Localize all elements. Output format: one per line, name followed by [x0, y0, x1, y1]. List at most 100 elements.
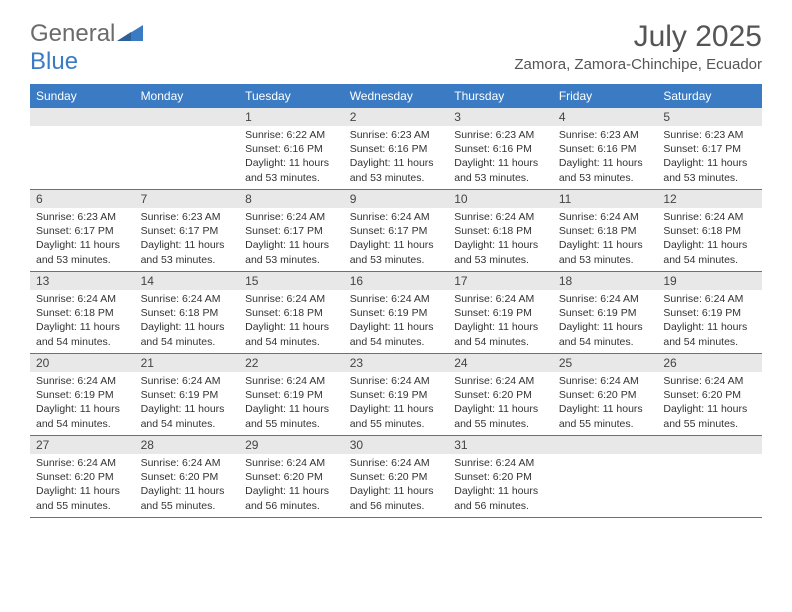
day-detail: Sunrise: 6:23 AMSunset: 6:16 PMDaylight:…	[344, 126, 449, 189]
day-detail: Sunrise: 6:24 AMSunset: 6:18 PMDaylight:…	[135, 290, 240, 353]
day-dl2: and 53 minutes.	[350, 171, 443, 185]
day-number: 29	[239, 436, 344, 454]
calendar-cell: 9Sunrise: 6:24 AMSunset: 6:17 PMDaylight…	[344, 190, 449, 272]
calendar-cell	[30, 108, 135, 190]
day-dl2: and 54 minutes.	[36, 417, 129, 431]
day-detail: Sunrise: 6:23 AMSunset: 6:16 PMDaylight:…	[448, 126, 553, 189]
day-dl1: Daylight: 11 hours	[454, 484, 547, 498]
day-sunrise: Sunrise: 6:23 AM	[36, 210, 129, 224]
day-number: 22	[239, 354, 344, 372]
day-dl1: Daylight: 11 hours	[36, 484, 129, 498]
day-sunrise: Sunrise: 6:24 AM	[350, 374, 443, 388]
calendar-cell: 23Sunrise: 6:24 AMSunset: 6:19 PMDayligh…	[344, 354, 449, 436]
calendar-week-row: 27Sunrise: 6:24 AMSunset: 6:20 PMDayligh…	[30, 436, 762, 518]
day-sunset: Sunset: 6:19 PM	[350, 306, 443, 320]
day-dl1: Daylight: 11 hours	[36, 238, 129, 252]
day-dl2: and 53 minutes.	[141, 253, 234, 267]
title-block: July 2025 Zamora, Zamora-Chinchipe, Ecua…	[514, 20, 762, 73]
day-detail: Sunrise: 6:23 AMSunset: 6:17 PMDaylight:…	[30, 208, 135, 271]
day-number: 19	[657, 272, 762, 290]
day-sunset: Sunset: 6:20 PM	[454, 388, 547, 402]
calendar-cell: 21 Sunrise: 6:24 AMSunset: 6:19 PMDayligh…	[135, 354, 240, 436]
day-dl2: and 53 minutes.	[559, 171, 652, 185]
day-number: 21	[135, 354, 240, 372]
day-number: 15	[239, 272, 344, 290]
col-sunday: Sunday	[30, 85, 135, 108]
day-dl2: and 56 minutes.	[350, 499, 443, 513]
day-number: 11	[553, 190, 658, 208]
calendar-cell: 8Sunrise: 6:24 AMSunset: 6:17 PMDaylight…	[239, 190, 344, 272]
day-number: 26	[657, 354, 762, 372]
day-dl1: Daylight: 11 hours	[245, 238, 338, 252]
day-number: 7	[135, 190, 240, 208]
day-dl2: and 55 minutes.	[454, 417, 547, 431]
day-number: 1	[239, 108, 344, 126]
day-dl2: and 53 minutes.	[245, 253, 338, 267]
day-sunset: Sunset: 6:20 PM	[663, 388, 756, 402]
day-detail: Sunrise: 6:22 AMSunset: 6:16 PMDaylight:…	[239, 126, 344, 189]
day-dl2: and 54 minutes.	[350, 335, 443, 349]
day-dl2: and 54 minutes.	[663, 253, 756, 267]
calendar-week-row: 1Sunrise: 6:22 AMSunset: 6:16 PMDaylight…	[30, 108, 762, 190]
calendar-cell: 2Sunrise: 6:23 AMSunset: 6:16 PMDaylight…	[344, 108, 449, 190]
day-sunrise: Sunrise: 6:23 AM	[559, 128, 652, 142]
col-friday: Friday	[553, 85, 658, 108]
day-detail: Sunrise: 6:24 AMSunset: 6:20 PMDaylight:…	[239, 454, 344, 517]
calendar-cell: 29Sunrise: 6:24 AMSunset: 6:20 PMDayligh…	[239, 436, 344, 518]
day-detail: Sunrise: 6:24 AMSunset: 6:19 PMDaylight:…	[553, 290, 658, 353]
calendar-cell: 22Sunrise: 6:24 AMSunset: 6:19 PMDayligh…	[239, 354, 344, 436]
day-detail: Sunrise: 6:24 AMSunset: 6:18 PMDaylight:…	[553, 208, 658, 271]
day-detail: Sunrise: 6:24 AMSunset: 6:19 PMDaylight:…	[344, 372, 449, 435]
day-sunrise: Sunrise: 6:24 AM	[141, 374, 234, 388]
day-dl1: Daylight: 11 hours	[36, 402, 129, 416]
day-dl1: Daylight: 11 hours	[559, 402, 652, 416]
day-number: 13	[30, 272, 135, 290]
calendar-cell: 20Sunrise: 6:24 AMSunset: 6:19 PMDayligh…	[30, 354, 135, 436]
day-sunrise: Sunrise: 6:24 AM	[454, 292, 547, 306]
day-sunset: Sunset: 6:16 PM	[350, 142, 443, 156]
day-sunset: Sunset: 6:19 PM	[350, 388, 443, 402]
day-dl2: and 54 minutes.	[663, 335, 756, 349]
day-sunrise: Sunrise: 6:24 AM	[454, 456, 547, 470]
logo-triangle-icon	[117, 25, 143, 46]
day-sunset: Sunset: 6:17 PM	[141, 224, 234, 238]
day-detail: Sunrise: 6:24 AMSunset: 6:20 PMDaylight:…	[448, 454, 553, 517]
calendar-cell: 30Sunrise: 6:24 AMSunset: 6:20 PMDayligh…	[344, 436, 449, 518]
day-sunset: Sunset: 6:19 PM	[559, 306, 652, 320]
calendar-cell: 14Sunrise: 6:24 AMSunset: 6:18 PMDayligh…	[135, 272, 240, 354]
day-dl2: and 54 minutes.	[559, 335, 652, 349]
day-number: 18	[553, 272, 658, 290]
day-sunset: Sunset: 6:19 PM	[141, 388, 234, 402]
location-text: Zamora, Zamora-Chinchipe, Ecuador	[514, 56, 762, 73]
brand-logo: General Blue	[30, 20, 143, 76]
calendar-cell: 6Sunrise: 6:23 AMSunset: 6:17 PMDaylight…	[30, 190, 135, 272]
calendar-cell	[657, 436, 762, 518]
day-dl1: Daylight: 11 hours	[454, 156, 547, 170]
day-dl2: and 53 minutes.	[350, 253, 443, 267]
calendar-cell: 13Sunrise: 6:24 AMSunset: 6:18 PMDayligh…	[30, 272, 135, 354]
day-number: 2	[344, 108, 449, 126]
day-detail: Sunrise: 6:24 AMSunset: 6:19 PMDaylight:…	[657, 290, 762, 353]
day-number: 8	[239, 190, 344, 208]
day-dl1: Daylight: 11 hours	[454, 238, 547, 252]
day-dl2: and 54 minutes.	[141, 335, 234, 349]
day-sunrise: Sunrise: 6:24 AM	[36, 292, 129, 306]
day-sunrise: Sunrise: 6:24 AM	[559, 292, 652, 306]
day-dl2: and 55 minutes.	[350, 417, 443, 431]
day-dl1: Daylight: 11 hours	[141, 402, 234, 416]
calendar-cell	[135, 108, 240, 190]
day-sunrise: Sunrise: 6:24 AM	[454, 374, 547, 388]
day-number: 31	[448, 436, 553, 454]
col-thursday: Thursday	[448, 85, 553, 108]
day-sunrise: Sunrise: 6:24 AM	[454, 210, 547, 224]
calendar-body: 1Sunrise: 6:22 AMSunset: 6:16 PMDaylight…	[30, 108, 762, 518]
day-sunrise: Sunrise: 6:24 AM	[559, 374, 652, 388]
day-sunset: Sunset: 6:17 PM	[350, 224, 443, 238]
day-sunset: Sunset: 6:20 PM	[36, 470, 129, 484]
day-dl1: Daylight: 11 hours	[245, 484, 338, 498]
day-number: 14	[135, 272, 240, 290]
day-number: 16	[344, 272, 449, 290]
day-sunrise: Sunrise: 6:24 AM	[663, 292, 756, 306]
day-detail: Sunrise: 6:24 AMSunset: 6:18 PMDaylight:…	[448, 208, 553, 271]
col-wednesday: Wednesday	[344, 85, 449, 108]
